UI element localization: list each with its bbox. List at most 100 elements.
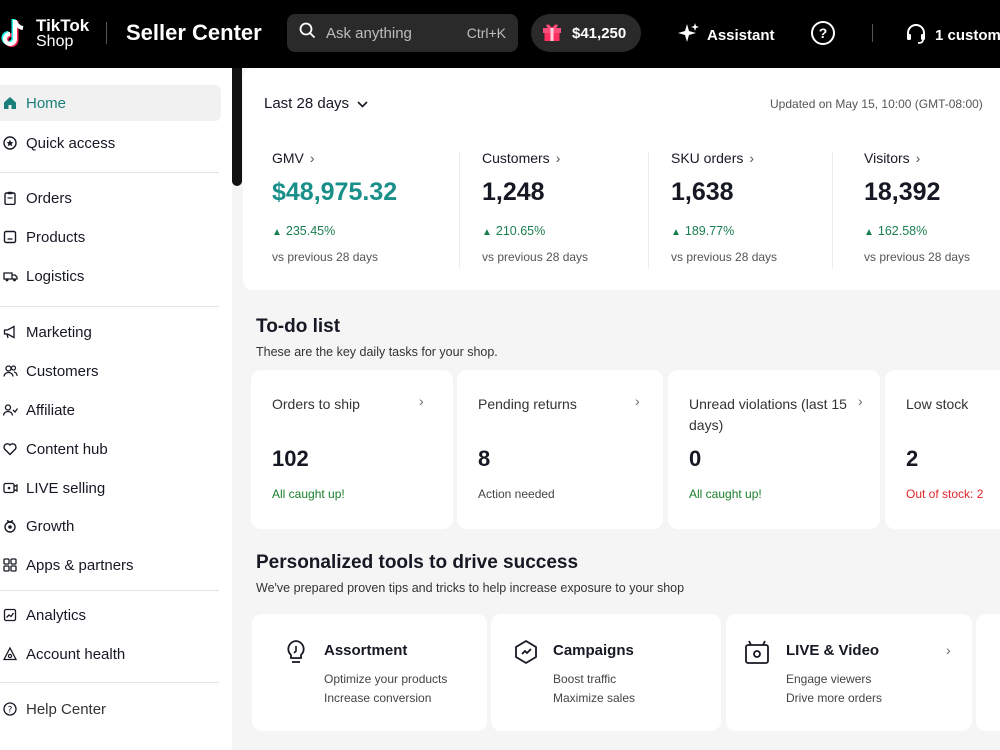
tiktok-shop-logo[interactable]: TikTok Shop [0, 14, 89, 54]
help-question-icon[interactable]: ? [811, 21, 835, 45]
metric-gmv[interactable]: GMV › $48,975.32 ▲ 235.45% vs previous 28 … [272, 150, 397, 264]
tool-line-2: Increase conversion [324, 691, 432, 705]
assistant-button[interactable]: Assistant [678, 22, 775, 48]
logo-text-tiktok: TikTok [36, 16, 90, 35]
customer-service-label: 1 customer [935, 26, 1000, 44]
arrow-up-icon: ▲ [482, 227, 492, 238]
sparkle-icon [678, 22, 700, 48]
tiktok-logo-icon [0, 17, 28, 51]
live-video-icon [744, 639, 769, 665]
todo-card-pending-returns[interactable]: Pending returns › 8 Action needed [457, 370, 663, 529]
sidebar-item-apps-partners[interactable]: Apps & partners [0, 547, 221, 583]
todo-label: Pending returns [478, 396, 577, 412]
sidebar-divider [0, 172, 219, 173]
sidebar-item-analytics[interactable]: Analytics [0, 597, 221, 633]
metric-sku-orders[interactable]: SKU orders › 1,638 ▲ 189.77% vs previous 2… [671, 150, 777, 264]
tool-line-2: Maximize sales [553, 691, 636, 705]
sidebar-item-label: Products [26, 228, 86, 246]
help-icon: ? [2, 701, 18, 717]
megaphone-icon [2, 324, 18, 340]
sidebar-item-logistics[interactable]: Logistics [0, 258, 221, 294]
todo-value: 0 [689, 446, 702, 471]
tool-card-assortment[interactable]: Assortment Optimize your products Increa… [252, 614, 487, 731]
sidebar-item-label: Apps & partners [26, 556, 134, 574]
tool-line-1: Boost traffic [553, 672, 617, 686]
metric-customers[interactable]: Customers › 1,248 ▲ 210.65% vs previous 28… [482, 150, 588, 264]
sidebar-item-label: Quick access [26, 134, 116, 152]
sidebar-item-live-selling[interactable]: LIVE selling [0, 470, 221, 506]
campaign-icon [513, 639, 537, 665]
search-input[interactable] [326, 24, 456, 42]
sidebar-item-home[interactable]: Home [0, 85, 221, 121]
sidebar-item-help-center[interactable]: ? Help Center [0, 691, 221, 727]
sidebar-divider [0, 682, 219, 683]
sidebar-item-label: Marketing [26, 323, 92, 341]
metric-comparison: vs previous 28 days [482, 250, 589, 264]
gift-icon [541, 20, 563, 46]
affiliate-icon [2, 402, 18, 418]
growth-icon [2, 518, 18, 534]
period-selector[interactable]: Last 28 days [264, 95, 368, 112]
chevron-down-icon [357, 97, 368, 111]
sidebar-item-account-health[interactable]: Account health [0, 636, 221, 672]
search-icon [299, 22, 316, 44]
sidebar-item-orders[interactable]: Orders [0, 180, 221, 216]
top-bar: TikTok Shop Seller Center Ctrl+K $41,250 [0, 0, 1000, 68]
sidebar-item-label: Analytics [26, 606, 87, 624]
sidebar-nav: Home Quick access Orders Products Logist… [0, 68, 232, 750]
sidebar-divider [0, 590, 219, 591]
apps-icon [2, 557, 18, 573]
header-divider-2 [872, 24, 873, 42]
sidebar-item-quick-access[interactable]: Quick access [0, 125, 221, 161]
metric-visitors[interactable]: Visitors › 18,392 ▲ 162.58% vs previous 28… [864, 150, 970, 264]
tool-title: Campaigns [553, 642, 634, 659]
balance-value: $41,250 [572, 24, 627, 42]
sidebar-item-customers[interactable]: Customers [0, 353, 221, 389]
metric-label: SKU orders [671, 150, 744, 166]
todo-status: All caught up! [689, 487, 762, 501]
todo-card-unread-violations[interactable]: Unread violations (last 15 days) › 0 All… [668, 370, 880, 529]
logo-text-shop: Shop [36, 33, 74, 50]
health-icon [2, 646, 18, 662]
sidebar-item-label: Customers [26, 362, 99, 380]
todo-card-orders-to-ship[interactable]: Orders to ship › 102 All caught up! [251, 370, 453, 529]
tool-card-campaigns[interactable]: Campaigns Boost traffic Maximize sales [491, 614, 721, 731]
sidebar-item-label: Account health [26, 645, 126, 663]
tool-line-1: Optimize your products [324, 672, 448, 686]
chevron-right-icon: › [419, 393, 424, 409]
chevron-right-icon[interactable]: › [946, 642, 951, 658]
todo-title: To-do list [256, 316, 341, 337]
live-icon [2, 480, 18, 496]
period-label: Last 28 days [264, 95, 350, 112]
heart-icon [2, 441, 18, 457]
tool-card-live-video[interactable]: LIVE & Video Engage viewers Drive more o… [726, 614, 972, 731]
stats-card: Last 28 days Updated on May 15, 10:00 (G… [243, 68, 1000, 290]
sidebar-item-content-hub[interactable]: Content hub [0, 431, 221, 467]
sidebar-item-growth[interactable]: Growth [0, 508, 221, 544]
search-shortcut: Ctrl+K [466, 25, 506, 41]
arrow-up-icon: ▲ [864, 227, 874, 238]
metric-value: $48,975.32 [272, 178, 398, 206]
todo-card-low-stock[interactable]: Low stock 2 Out of stock: 2 [885, 370, 1000, 529]
arrow-up-icon: ▲ [272, 227, 282, 238]
sidebar-item-affiliate[interactable]: Affiliate [0, 392, 221, 428]
todo-status: All caught up! [272, 487, 345, 501]
metric-value: 1,248 [482, 178, 545, 206]
metric-change: 210.65% [495, 224, 546, 238]
metric-change: 162.58% [877, 224, 928, 238]
balance-button[interactable]: $41,250 [531, 14, 641, 52]
sidebar-item-marketing[interactable]: Marketing [0, 314, 221, 350]
svg-text:?: ? [8, 705, 13, 715]
metric-label: GMV [272, 150, 304, 166]
customer-service-button[interactable]: 1 customer [905, 22, 1000, 48]
sidebar-item-products[interactable]: Products [0, 219, 221, 255]
sidebar-scrollbar[interactable] [232, 68, 242, 186]
truck-icon [2, 268, 18, 284]
sidebar-item-label: Content hub [26, 440, 108, 458]
tools-subtitle: We've prepared proven tips and tricks to… [256, 581, 685, 595]
tool-card-next[interactable] [976, 614, 1000, 731]
sidebar-item-label: Orders [26, 189, 72, 207]
assistant-label: Assistant [707, 26, 775, 44]
search-box[interactable]: Ctrl+K [287, 14, 518, 52]
sidebar-item-label: Help Center [26, 700, 107, 718]
